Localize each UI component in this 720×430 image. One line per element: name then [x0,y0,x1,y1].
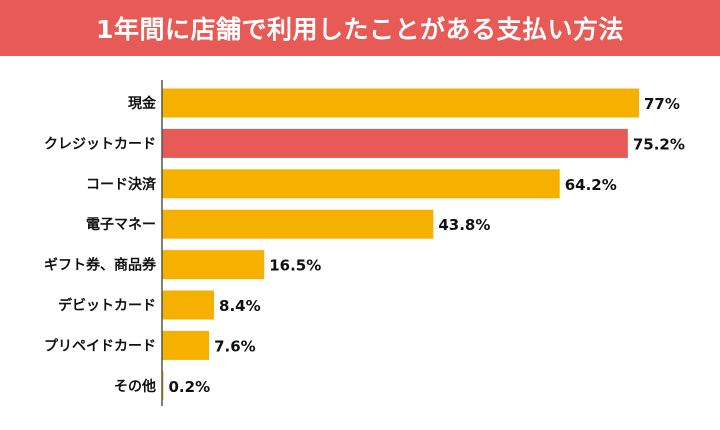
value-label: 43.8% [438,216,490,234]
bar-2 [162,169,560,199]
chart-title: 1年間に店舗で利用したことがある支払い方法 [0,0,720,56]
bar-4 [162,250,265,280]
category-label: 現金 [128,95,157,112]
bar-3 [162,209,434,239]
value-label: 77% [644,95,680,113]
category-label: 電子マネー [86,216,156,233]
category-label: プリペイドカード [44,338,156,354]
value-label: 16.5% [269,257,321,275]
category-label: その他 [114,378,156,395]
value-label: 75.2% [633,135,685,153]
category-label: ギフト券、商品券 [44,257,157,274]
value-label: 0.2% [169,378,211,396]
category-label: クレジットカード [44,136,156,152]
bar-5 [162,290,215,320]
bar-0 [162,88,639,118]
value-label: 64.2% [565,176,617,194]
category-label: デビットカード [58,297,156,314]
bar-6 [162,330,210,360]
category-label: コード決済 [86,176,157,193]
value-label: 7.6% [214,337,256,355]
value-label: 8.4% [219,297,261,315]
bar-1 [162,128,628,158]
